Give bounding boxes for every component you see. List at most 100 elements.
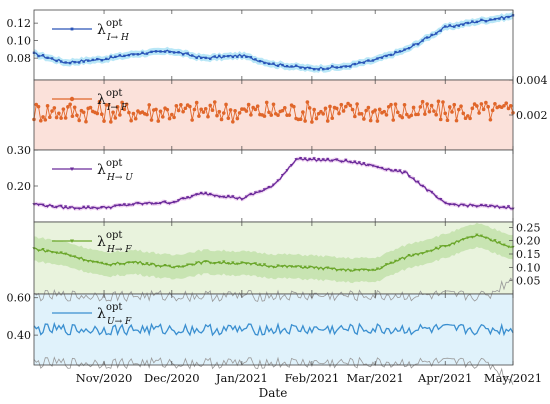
data-point xyxy=(77,207,81,211)
x-axis: Nov/2020 Dec/2020 Jan/2021 Feb/2021 Mar/2021… xyxy=(76,371,542,385)
data-point xyxy=(349,65,352,68)
y-tick-label: 0.30 xyxy=(7,144,32,157)
data-point xyxy=(267,62,271,65)
data-point xyxy=(285,64,289,68)
data-point xyxy=(276,264,280,268)
data-point xyxy=(362,61,366,64)
data-point xyxy=(68,254,72,258)
data-point xyxy=(395,110,400,115)
data-point xyxy=(299,157,303,160)
data-point xyxy=(507,15,510,19)
data-point xyxy=(452,242,456,246)
data-point xyxy=(321,158,325,162)
legend-marker xyxy=(70,27,74,31)
data-point xyxy=(233,108,237,113)
data-point xyxy=(335,158,339,162)
data-point xyxy=(398,50,402,53)
data-point xyxy=(120,100,124,105)
data-point xyxy=(402,170,407,174)
data-point xyxy=(447,105,452,109)
data-point xyxy=(493,17,497,21)
data-point xyxy=(145,262,149,265)
data-point xyxy=(262,114,267,118)
data-point xyxy=(484,204,488,208)
data-point xyxy=(481,107,486,112)
data-point xyxy=(330,116,335,120)
data-point xyxy=(310,120,314,124)
data-point xyxy=(498,17,501,20)
data-point xyxy=(91,58,94,62)
data-point xyxy=(299,66,302,69)
data-point xyxy=(407,175,411,178)
data-point xyxy=(159,50,162,53)
data-point xyxy=(444,25,447,28)
data-point xyxy=(303,157,307,161)
markers-IF xyxy=(32,99,515,124)
data-point xyxy=(218,54,221,58)
data-point xyxy=(181,53,185,56)
data-point xyxy=(294,158,298,161)
data-point xyxy=(253,262,258,266)
legend-symbol: λ xyxy=(97,162,106,178)
data-point xyxy=(412,43,415,46)
data-point xyxy=(448,203,452,206)
data-point xyxy=(50,109,54,113)
data-point xyxy=(262,263,267,267)
data-point xyxy=(55,59,58,63)
data-point xyxy=(104,206,108,210)
data-point xyxy=(389,261,393,265)
data-point xyxy=(322,67,325,71)
data-point xyxy=(367,59,370,62)
data-point xyxy=(160,115,165,119)
legend-superscript: opt xyxy=(106,18,122,29)
data-point xyxy=(292,104,296,109)
data-point xyxy=(353,114,357,119)
data-point xyxy=(407,47,411,50)
data-point xyxy=(231,195,235,199)
data-point xyxy=(323,106,328,111)
data-point xyxy=(305,100,310,104)
data-point xyxy=(269,113,274,117)
panel-HU: 0.20 0.30 λ opt H→ U xyxy=(7,144,515,223)
data-point xyxy=(461,111,466,116)
data-point xyxy=(303,119,307,123)
data-point xyxy=(215,113,219,118)
data-point xyxy=(190,194,194,198)
data-point xyxy=(289,164,294,167)
data-point xyxy=(114,55,117,59)
data-point xyxy=(172,200,176,204)
data-point xyxy=(115,105,120,109)
data-point xyxy=(488,204,493,208)
data-point xyxy=(294,265,298,269)
data-point xyxy=(195,56,198,59)
band-lower xyxy=(33,356,514,386)
data-point xyxy=(331,65,334,68)
data-point xyxy=(38,118,43,123)
data-point xyxy=(326,67,329,70)
y-tick-label: 0.60 xyxy=(7,292,32,305)
data-point xyxy=(109,120,113,124)
data-point xyxy=(123,54,126,58)
data-point xyxy=(204,56,207,60)
data-point xyxy=(181,109,185,114)
data-point xyxy=(244,262,248,266)
data-point xyxy=(416,42,420,46)
data-point xyxy=(43,118,48,122)
data-point xyxy=(384,168,389,172)
data-point xyxy=(466,236,470,240)
data-point xyxy=(163,200,167,204)
legend-IF: λ opt I→ F xyxy=(52,88,128,113)
data-point xyxy=(124,102,129,107)
data-point xyxy=(213,55,216,58)
data-point xyxy=(170,112,174,117)
data-point xyxy=(497,241,502,245)
legend-subscript: H→ F xyxy=(106,245,132,255)
data-point xyxy=(506,106,511,111)
data-point xyxy=(502,205,506,209)
data-point xyxy=(493,101,497,106)
data-point xyxy=(235,197,239,201)
data-point xyxy=(366,163,370,167)
data-point xyxy=(430,190,434,194)
data-point xyxy=(95,111,100,116)
